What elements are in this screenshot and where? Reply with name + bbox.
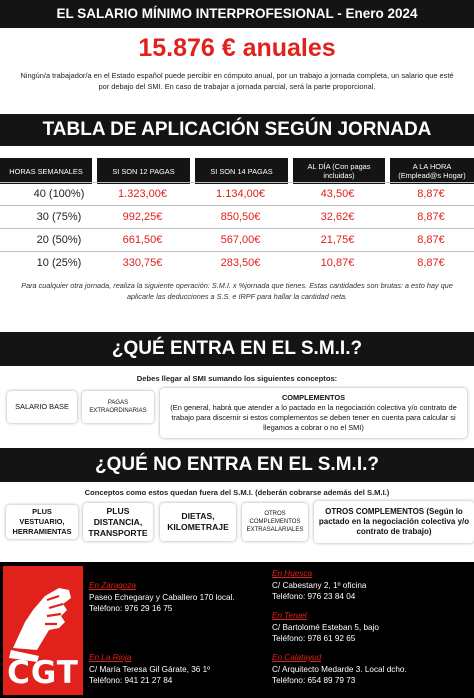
office-phone: Teléfono: 654 89 79 73 bbox=[272, 676, 356, 685]
office-calatayud: En Calatayud C/ Arquitecto Medarde 3. Lo… bbox=[272, 652, 407, 687]
table-row: 20 (50%) 661,50€ 567,00€ 21,75€ 8,87€ bbox=[0, 228, 474, 250]
office-la-rioja: En La Rioja C/ María Teresa Gil Gárate, … bbox=[89, 652, 210, 687]
office-city[interactable]: En Calatayud bbox=[272, 653, 322, 662]
cgt-logo: CGT bbox=[3, 566, 83, 695]
office-address: C/ María Teresa Gil Gárate, 36 1º bbox=[89, 664, 211, 674]
office-phone: Teléfono: 941 21 27 84 bbox=[89, 676, 173, 685]
cell-a-la-hora: 8,87€ bbox=[417, 234, 445, 246]
office-phone: Teléfono: 978 61 92 65 bbox=[272, 634, 356, 643]
cell-al-dia: 43,50€ bbox=[320, 188, 355, 200]
cell-14-pagas: 283,50€ bbox=[220, 257, 261, 269]
card-plus-distancia: PLUS DISTANCIA, TRANSPORTE bbox=[83, 503, 153, 541]
card-plus-vestuario: PLUS VESTUARIO, HERRAMIENTAS bbox=[6, 505, 78, 539]
cell-12-pagas: 992,25€ bbox=[122, 211, 163, 223]
noentra-banner: ¿QUÉ NO ENTRA EN EL S.M.I.? bbox=[0, 448, 474, 482]
intro-line: Ningún/a trabajador/a en el Estado españ… bbox=[20, 71, 454, 80]
header-12-pagas: SI SON 12 PAGAS bbox=[97, 158, 190, 184]
card-dietas: DIETAS, KILOMETRAJE bbox=[160, 503, 236, 541]
header-al-dia: AL DÍA (Con pagas incluidas) bbox=[293, 158, 385, 184]
cell-14-pagas: 1.134,00€ bbox=[216, 188, 265, 200]
office-city[interactable]: En Huesca bbox=[272, 569, 313, 578]
office-phone: Teléfono: 976 29 16 75 bbox=[89, 604, 173, 613]
complementos-text: (En general, habrá que atender a lo pact… bbox=[170, 403, 457, 432]
cell-a-la-hora: 8,87€ bbox=[417, 211, 445, 223]
card-complementos: COMPLEMENTOS (En general, habrá que aten… bbox=[160, 388, 467, 438]
card-otros-extrasalariales: OTROS COMPLEMENTOS EXTRASALARIALES bbox=[242, 503, 308, 541]
office-phone: Teléfono: 976 23 84 04 bbox=[272, 592, 356, 601]
tabla-banner: TABLA DE APLICACIÓN SEGÚN JORNADA bbox=[0, 114, 474, 146]
cell-12-pagas: 330,75€ bbox=[122, 257, 163, 269]
office-teruel: En Teruel C/ Bartolomé Esteban 5, bajo T… bbox=[272, 610, 379, 645]
logo-text: CGT bbox=[7, 655, 79, 691]
annual-amount: 15.876 € anuales bbox=[138, 34, 336, 62]
office-zaragoza: En Zaragoza Paseo Echegaray y Caballero … bbox=[89, 580, 235, 615]
card-pagas-extraordinarias: PAGAS EXTRAORDINARIAS bbox=[82, 391, 154, 423]
table-row: 40 (100%) 1.323,00€ 1.134,00€ 43,50€ 8,8… bbox=[0, 182, 474, 204]
intro-text: Ningún/a trabajador/a en el Estado españ… bbox=[8, 70, 466, 92]
fist-icon bbox=[9, 588, 71, 662]
office-city[interactable]: En Teruel bbox=[272, 611, 307, 620]
cell-horas: 20 (50%) bbox=[36, 234, 82, 246]
card-otros-complementos: OTROS COMPLEMENTOS (Según lo pactado en … bbox=[314, 501, 474, 543]
header-14-pagas: SI SON 14 PAGAS bbox=[195, 158, 288, 184]
header-a-la-hora: A LA HORA (Emplead@s Hogar) bbox=[390, 158, 474, 184]
entra-banner: ¿QUÉ ENTRA EN EL S.M.I.? bbox=[0, 332, 474, 366]
intro-line: por debajo del SMI. En caso de trabajar … bbox=[98, 82, 376, 91]
cell-12-pagas: 661,50€ bbox=[122, 234, 163, 246]
cell-horas: 40 (100%) bbox=[33, 188, 85, 200]
table-row: 10 (25%) 330,75€ 283,50€ 10,87€ 8,87€ bbox=[0, 251, 474, 273]
footer: CGT En Zaragoza Paseo Echegaray y Caball… bbox=[0, 562, 474, 698]
noentra-subtitle: Conceptos como estos quedan fuera del S.… bbox=[84, 488, 390, 497]
cell-al-dia: 32,62€ bbox=[320, 211, 355, 223]
cell-a-la-hora: 8,87€ bbox=[417, 257, 445, 269]
office-city[interactable]: En La Rioja bbox=[89, 653, 132, 662]
cell-al-dia: 10,87€ bbox=[320, 257, 355, 269]
cell-12-pagas: 1.323,00€ bbox=[118, 188, 167, 200]
header-horas: HORAS SEMANALES bbox=[0, 158, 92, 184]
office-address: C/ Bartolomé Esteban 5, bajo bbox=[272, 622, 379, 632]
office-address: C/ Cabestany 2, 1º oficina bbox=[272, 580, 367, 590]
table-row: 30 (75%) 992,25€ 850,50€ 32,62€ 8,87€ bbox=[0, 205, 474, 227]
cell-horas: 30 (75%) bbox=[36, 211, 82, 223]
note-line: aplicarle las deducciones a S.S. e IRPF … bbox=[126, 291, 348, 301]
note-line: Para cualquier otra jornada, realiza la … bbox=[21, 281, 453, 290]
office-huesca: En Huesca C/ Cabestany 2, 1º oficina Tel… bbox=[272, 568, 366, 603]
table-header: HORAS SEMANALES SI SON 12 PAGAS SI SON 1… bbox=[0, 158, 474, 184]
table-note: Para cualquier otra jornada, realiza la … bbox=[10, 281, 464, 302]
cell-14-pagas: 850,50€ bbox=[220, 211, 261, 223]
card-salario-base: SALARIO BASE bbox=[7, 391, 77, 423]
complementos-title: COMPLEMENTOS bbox=[281, 393, 346, 402]
office-address: Paseo Echegaray y Caballero 170 local. bbox=[89, 592, 235, 602]
entra-subtitle: Debes llegar al SMI sumando los siguient… bbox=[136, 374, 338, 383]
cell-horas: 10 (25%) bbox=[36, 257, 82, 269]
cell-al-dia: 21,75€ bbox=[320, 234, 355, 246]
office-address: C/ Arquitecto Medarde 3. Local dcho. bbox=[272, 664, 407, 674]
cell-a-la-hora: 8,87€ bbox=[417, 188, 445, 200]
cell-14-pagas: 567,00€ bbox=[220, 234, 261, 246]
page-title: EL SALARIO MÍNIMO INTERPROFESIONAL - Ene… bbox=[0, 0, 474, 28]
office-city[interactable]: En Zaragoza bbox=[89, 581, 136, 590]
